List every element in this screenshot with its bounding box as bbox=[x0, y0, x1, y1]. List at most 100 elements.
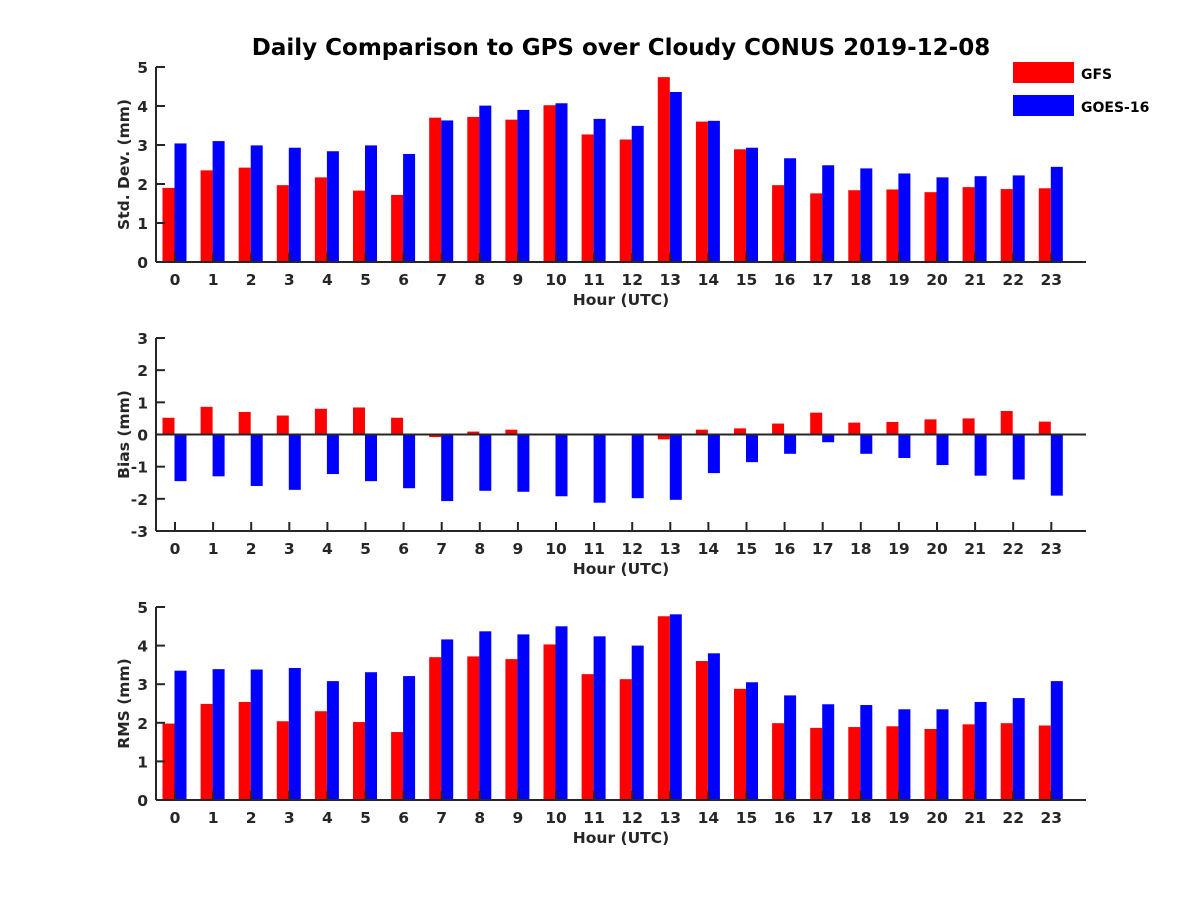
y-axis-label: RMS (mm) bbox=[115, 658, 133, 748]
bar-goes16-6 bbox=[403, 153, 416, 262]
x-tick-label: 4 bbox=[322, 271, 333, 289]
x-tick-label: 16 bbox=[774, 809, 796, 827]
x-tick-label: 18 bbox=[850, 540, 872, 558]
bar-goes16-9 bbox=[517, 109, 530, 263]
y-tick-label: -3 bbox=[131, 523, 148, 541]
bar-gfs-13 bbox=[657, 77, 670, 262]
x-tick-label: 9 bbox=[513, 540, 524, 558]
bar-goes16-3 bbox=[288, 147, 301, 262]
bar-gfs-16 bbox=[772, 185, 785, 262]
y-tick-label: 2 bbox=[137, 715, 148, 733]
x-tick-label: 3 bbox=[284, 540, 295, 558]
bar-goes16-9 bbox=[517, 434, 530, 492]
chart-title: Daily Comparison to GPS over Cloudy CONU… bbox=[252, 35, 990, 61]
x-tick-label: 5 bbox=[360, 809, 371, 827]
x-tick-label: 13 bbox=[660, 809, 682, 827]
x-tick-label: 4 bbox=[322, 809, 333, 827]
bar-goes16-9 bbox=[517, 634, 530, 800]
bar-goes16-11 bbox=[593, 636, 606, 800]
bar-gfs-22 bbox=[1000, 411, 1013, 435]
x-tick-label: 1 bbox=[208, 271, 219, 289]
bar-gfs-5 bbox=[353, 407, 365, 435]
bar-gfs-6 bbox=[391, 417, 404, 435]
y-tick-label: 2 bbox=[137, 176, 148, 194]
y-tick-label: 0 bbox=[137, 792, 148, 810]
bar-gfs-7 bbox=[429, 434, 442, 438]
bar-goes16-7 bbox=[441, 120, 454, 263]
x-tick-label: 23 bbox=[1041, 540, 1063, 558]
bar-gfs-18 bbox=[848, 190, 861, 262]
x-tick-label: 7 bbox=[436, 271, 447, 289]
x-tick-label: 6 bbox=[398, 540, 409, 558]
x-axis-label: Hour (UTC) bbox=[573, 560, 669, 578]
x-tick-label: 3 bbox=[284, 271, 295, 289]
bar-goes16-10 bbox=[555, 103, 568, 263]
x-tick-label: 6 bbox=[398, 809, 409, 827]
bar-goes16-21 bbox=[974, 176, 987, 262]
bar-gfs-4 bbox=[314, 408, 327, 435]
x-tick-label: 10 bbox=[545, 540, 567, 558]
bar-goes16-1 bbox=[212, 669, 225, 800]
bar-gfs-8 bbox=[467, 431, 480, 435]
x-tick-label: 10 bbox=[545, 271, 567, 289]
bar-goes16-1 bbox=[212, 434, 225, 477]
x-tick-label: 9 bbox=[513, 809, 524, 827]
bar-goes16-21 bbox=[974, 434, 987, 476]
bar-gfs-7 bbox=[429, 117, 442, 262]
bar-gfs-3 bbox=[276, 721, 289, 800]
bar-goes16-19 bbox=[898, 434, 911, 458]
bar-goes16-10 bbox=[555, 626, 568, 800]
bar-goes16-12 bbox=[631, 434, 644, 499]
bar-goes16-17 bbox=[822, 704, 835, 800]
bar-goes16-5 bbox=[365, 434, 377, 482]
bar-goes16-16 bbox=[784, 434, 797, 454]
y-tick-label: 3 bbox=[137, 676, 148, 694]
bar-gfs-23 bbox=[1038, 725, 1051, 800]
bar-gfs-3 bbox=[276, 415, 289, 435]
bar-goes16-11 bbox=[593, 434, 606, 503]
x-tick-label: 19 bbox=[888, 809, 910, 827]
bar-goes16-23 bbox=[1050, 166, 1063, 262]
x-tick-label: 22 bbox=[1002, 271, 1024, 289]
bar-goes16-11 bbox=[593, 118, 606, 263]
y-tick-label: 3 bbox=[137, 137, 148, 155]
bar-gfs-15 bbox=[734, 428, 746, 435]
bar-goes16-16 bbox=[784, 695, 797, 800]
x-tick-label: 11 bbox=[583, 809, 605, 827]
bar-goes16-16 bbox=[784, 158, 797, 262]
x-tick-label: 20 bbox=[926, 271, 948, 289]
x-tick-label: 1 bbox=[208, 809, 219, 827]
x-tick-label: 2 bbox=[246, 271, 257, 289]
x-tick-label: 7 bbox=[436, 809, 447, 827]
bar-goes16-5 bbox=[365, 145, 377, 262]
y-tick-label: 5 bbox=[137, 59, 148, 77]
bar-gfs-20 bbox=[924, 419, 937, 435]
x-tick-label: 8 bbox=[474, 271, 485, 289]
x-tick-label: 0 bbox=[170, 809, 181, 827]
bar-goes16-8 bbox=[479, 631, 492, 800]
x-axis-label: Hour (UTC) bbox=[573, 291, 669, 309]
x-tick-label: 14 bbox=[698, 271, 720, 289]
y-tick-label: -1 bbox=[131, 459, 148, 477]
bar-goes16-14 bbox=[707, 120, 720, 262]
y-tick-label: 4 bbox=[137, 98, 148, 116]
bar-gfs-10 bbox=[543, 644, 556, 800]
bar-gfs-21 bbox=[962, 187, 975, 262]
bar-gfs-2 bbox=[238, 167, 251, 262]
x-tick-label: 12 bbox=[621, 809, 643, 827]
bar-goes16-19 bbox=[898, 709, 911, 800]
x-tick-label: 10 bbox=[545, 809, 567, 827]
bar-goes16-2 bbox=[250, 434, 263, 486]
bar-goes16-2 bbox=[250, 145, 263, 262]
bar-gfs-5 bbox=[353, 190, 365, 262]
bar-gfs-12 bbox=[619, 679, 632, 800]
x-tick-label: 5 bbox=[360, 271, 371, 289]
bar-gfs-21 bbox=[962, 724, 975, 800]
legend: GFS GOES-16 bbox=[1013, 62, 1149, 116]
bar-gfs-19 bbox=[886, 421, 899, 435]
bar-gfs-11 bbox=[581, 134, 594, 262]
bar-gfs-23 bbox=[1038, 188, 1051, 262]
legend-swatch-gfs bbox=[1013, 62, 1074, 83]
x-tick-label: 21 bbox=[964, 540, 986, 558]
